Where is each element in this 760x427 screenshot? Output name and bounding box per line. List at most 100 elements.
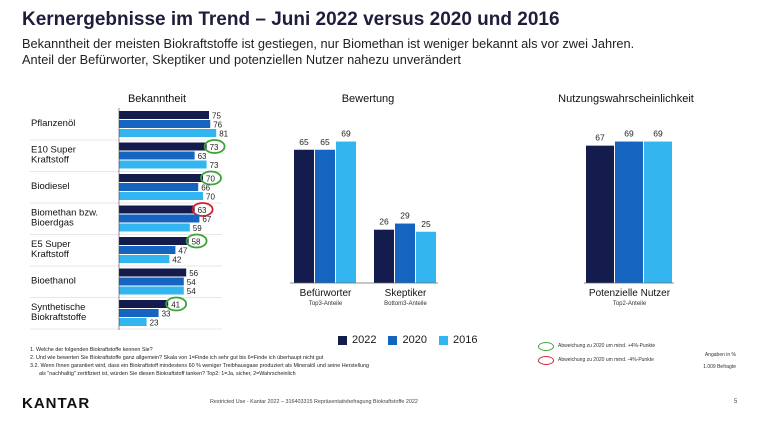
category-label-skeptiker: Skeptiker <box>385 288 427 299</box>
value-label-skeptiker-2016: 25 <box>421 219 431 229</box>
panel-title-bekanntheit: Bekanntheit <box>127 93 187 105</box>
value-label-synthetische-biokraftstoffe-2022: 41 <box>171 301 180 310</box>
category-label-biomethan-bzw-bioerdgas-2: Bioerdgas <box>31 218 74 229</box>
value-label-bef-rworter-2022: 65 <box>299 137 309 147</box>
value-label-synthetische-biokraftstoffe-2020: 33 <box>162 310 171 319</box>
highlight-ring-biomethan-bzw-bioerdgas <box>191 202 214 217</box>
bar-e10-super-kraftstoff-2022 <box>119 142 207 151</box>
footnote-3: 3.2. Wenn Ihnen garantiert wird, dass ei… <box>30 363 369 369</box>
bar-e5-super-kraftstoff-2020 <box>119 246 176 254</box>
bar-bioethanol-2022 <box>119 268 187 277</box>
value-label-e5-super-kraftstoff-2022: 58 <box>192 238 201 247</box>
value-label-biomethan-bzw-bioerdgas-2022: 63 <box>198 206 207 215</box>
bar-bioethanol-2020 <box>119 277 184 286</box>
value-label-potenzielle-nutzer-2020: 69 <box>624 129 634 139</box>
bar-e5-super-kraftstoff-2016 <box>119 255 170 263</box>
value-label-biomethan-bzw-bioerdgas-2016: 59 <box>193 224 202 233</box>
value-label-synthetische-biokraftstoffe-2016: 23 <box>150 319 159 328</box>
footnotes: 1. Welche der folgenden Biokraftstoffe k… <box>30 346 369 378</box>
bar-skeptiker-2016 <box>416 231 436 283</box>
value-label-skeptiker-2020: 29 <box>400 211 410 221</box>
subtitle-line-2: Anteil der Befürworter, Skeptiker und po… <box>22 52 461 67</box>
category-label-biodiesel: Biodiesel <box>31 181 70 192</box>
value-label-potenzielle-nutzer-2022: 67 <box>595 133 605 143</box>
page-number: 5 <box>734 399 738 405</box>
category-sublabel-bef-rworter: Top3-Anteile <box>309 301 343 307</box>
highlight-ring-e5-super-kraftstoff <box>185 233 208 249</box>
bar-bef-rworter-2016 <box>336 141 356 283</box>
bar-potenzielle-nutzer-2020 <box>615 141 643 283</box>
chart-legend: 2022 2020 2016 <box>338 334 477 346</box>
bar-pflanzen-l-2020 <box>119 120 211 128</box>
note-green: Abweichung zu 2020 um mind. +4%-Punkte <box>538 339 655 353</box>
category-label-synthetische-biokraftstoffe-2: Biokraftstoffe <box>31 312 86 323</box>
value-label-e5-super-kraftstoff-2016: 42 <box>172 256 181 265</box>
note-green-text: Abweichung zu 2020 um mind. +4%-Punkte <box>558 343 656 349</box>
footnote-2: 2. Und wie bewerten Sie Biokraftstoffe g… <box>30 355 324 361</box>
base-note: 1.009 Befragte <box>703 364 736 370</box>
value-label-e10-super-kraftstoff-2016: 73 <box>210 161 219 170</box>
category-label-bioethanol: Bioethanol <box>31 276 76 287</box>
category-label-pflanzen-l: Pflanzenöl <box>31 118 75 129</box>
legend-item-2020: 2020 <box>388 334 427 346</box>
value-label-bef-rworter-2020: 65 <box>320 137 330 147</box>
category-label-e10-super-kraftstoff-2: Kraftstoff <box>31 155 69 166</box>
bar-pflanzen-l-2022 <box>119 111 209 119</box>
value-label-skeptiker-2022: 26 <box>379 217 389 227</box>
page-title: Kernergebnisse im Trend – Juni 2022 vers… <box>22 9 560 30</box>
value-label-bioethanol-2022: 56 <box>189 269 198 278</box>
bar-pflanzen-l-2016 <box>119 129 217 137</box>
red-ring-icon <box>538 355 554 365</box>
bar-biodiesel-2016 <box>119 192 203 200</box>
value-label-potenzielle-nutzer-2016: 69 <box>653 129 663 139</box>
bar-skeptiker-2020 <box>395 223 415 283</box>
bar-biomethan-bzw-bioerdgas-2016 <box>119 223 190 232</box>
legend-label-2016: 2016 <box>452 334 478 346</box>
panel-title-nutzung: Nutzungswahrscheinlichkeit <box>558 93 694 105</box>
highlight-ring-biodiesel <box>200 170 222 186</box>
bar-skeptiker-2022 <box>374 229 394 283</box>
panel-title-bewertung: Bewertung <box>341 93 395 105</box>
category-label-synthetische-biokraftstoffe-1: Synthetische <box>31 302 85 313</box>
legend-item-2016: 2016 <box>438 334 478 346</box>
note-red-text: Abweichung zu 2020 um mind. -4%-Punkte <box>558 357 654 363</box>
page-subtitle: Bekanntheit der meisten Biokraftstoffe i… <box>22 36 634 68</box>
category-sublabel-skeptiker: Bottom3-Anteile <box>384 301 427 307</box>
bar-potenzielle-nutzer-2016 <box>644 141 672 283</box>
category-label-e5-super-kraftstoff-1: E5 Super <box>31 239 71 250</box>
value-label-bioethanol-2020: 54 <box>187 278 196 287</box>
category-label-bef-rworter: Befürworter <box>300 288 352 299</box>
value-label-biodiesel-2022: 70 <box>206 175 215 184</box>
note-red: Abweichung zu 2020 um mind. -4%-Punkte <box>538 353 655 367</box>
bar-bioethanol-2016 <box>119 286 184 295</box>
bar-e10-super-kraftstoff-2016 <box>119 160 207 169</box>
footer-text: Restricted Use - Kantar 2022 – 316403315… <box>210 399 418 405</box>
legend-swatch-2016 <box>438 335 448 345</box>
category-label-biomethan-bzw-bioerdgas-1: Biomethan bzw. <box>31 208 98 219</box>
bar-bef-rworter-2020 <box>315 149 335 283</box>
value-label-bef-rworter-2016: 69 <box>341 129 351 139</box>
bar-synthetische-biokraftstoffe-2016 <box>119 318 147 326</box>
subtitle-line-1: Bekanntheit der meisten Biokraftstoffe i… <box>22 36 635 51</box>
bar-bef-rworter-2022 <box>294 149 314 283</box>
bar-biodiesel-2022 <box>119 174 203 182</box>
kantar-logo: KANTAR <box>22 395 91 412</box>
category-label-e5-super-kraftstoff-2: Kraftstoff <box>31 249 69 260</box>
value-label-pflanzen-l-2022: 75 <box>212 112 221 121</box>
value-label-bioethanol-2016: 54 <box>187 287 196 296</box>
category-sublabel-potenzielle-nutzer: Top2-Anteile <box>613 301 647 307</box>
unit-note: Angaben in % <box>704 352 736 358</box>
legend-swatch-2020 <box>388 335 398 345</box>
highlight-ring-synthetische-biokraftstoffe <box>165 296 188 312</box>
value-label-biodiesel-2020: 66 <box>201 184 210 193</box>
category-label-potenzielle-nutzer: Potenzielle Nutzer <box>589 288 671 299</box>
bar-potenzielle-nutzer-2022 <box>586 145 614 283</box>
legend-item-2022: 2022 <box>338 334 376 346</box>
legend-label-2020: 2020 <box>402 334 427 346</box>
bar-biodiesel-2020 <box>119 183 199 191</box>
value-label-e10-super-kraftstoff-2022: 73 <box>210 143 219 152</box>
bar-synthetische-biokraftstoffe-2020 <box>119 309 159 317</box>
bar-synthetische-biokraftstoffe-2022 <box>119 300 169 308</box>
deviation-notes: Abweichung zu 2020 um mind. +4%-Punkte A… <box>538 339 655 367</box>
